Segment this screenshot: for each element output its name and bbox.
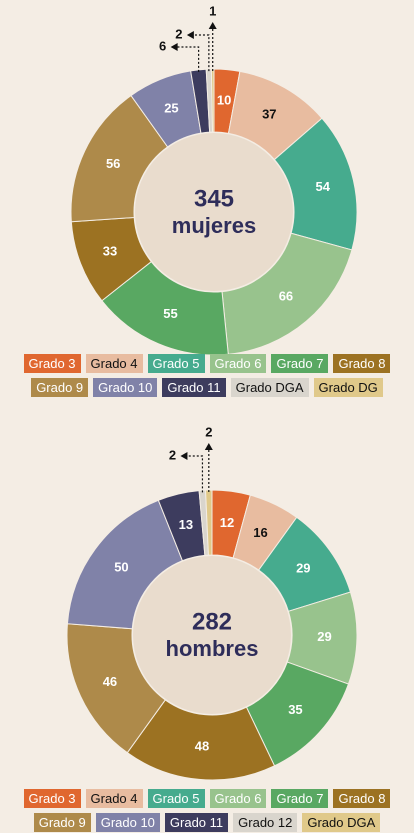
legend-item: Grado 3 bbox=[23, 354, 81, 373]
callout-line bbox=[186, 455, 204, 493]
donut-center bbox=[135, 133, 293, 291]
legend-item: Grado DGA bbox=[230, 378, 309, 397]
legend-item: Grado 6 bbox=[209, 354, 267, 373]
legend-item: Grado 7 bbox=[271, 354, 329, 373]
callout-label: 2 bbox=[175, 26, 182, 41]
data-label: 50 bbox=[114, 560, 128, 575]
callout-arrow bbox=[180, 452, 188, 460]
legend-item: Grado 8 bbox=[333, 354, 391, 373]
data-label: 55 bbox=[163, 306, 177, 321]
legend-item: Grado 9 bbox=[31, 378, 89, 397]
data-label: 25 bbox=[164, 100, 178, 115]
legend: Grado 3 Grado 4 Grado 5 Grado 6 Grado 7 Grado… bbox=[0, 789, 414, 832]
legend-row: Grado 9 Grado 10 Grado 11 Grado DGA Grado DG bbox=[31, 378, 383, 397]
center-label: mujeres bbox=[172, 213, 256, 238]
data-label: 56 bbox=[106, 156, 120, 171]
data-label: 37 bbox=[262, 107, 276, 122]
legend-item: Grado 11 bbox=[162, 378, 226, 397]
legend-item: Grado 12 bbox=[233, 813, 298, 832]
data-label: 54 bbox=[316, 179, 331, 194]
donut-segment bbox=[221, 232, 353, 355]
center-label: hombres bbox=[166, 636, 259, 661]
legend: Grado 3 Grado 4 Grado 5 Grado 6 Grado 7 Grado… bbox=[0, 354, 414, 397]
legend-item: Grado 10 bbox=[95, 813, 160, 832]
donut-center bbox=[133, 556, 291, 714]
legend-row: Grado 3 Grado 4 Grado 5 Grado 6 Grado 7 Grado… bbox=[23, 354, 391, 373]
legend-item: Grado 6 bbox=[209, 789, 267, 808]
data-label: 29 bbox=[296, 561, 310, 576]
legend-item: Grado 7 bbox=[271, 789, 329, 808]
callout-arrow bbox=[186, 31, 194, 39]
callout-arrow bbox=[170, 43, 178, 51]
center-value: 282 bbox=[192, 608, 232, 635]
legend-item: Grado 3 bbox=[23, 789, 81, 808]
legend-item: Grado 4 bbox=[85, 354, 143, 373]
data-label: 46 bbox=[103, 674, 117, 689]
legend-item: Grado DG bbox=[313, 378, 383, 397]
data-label: 12 bbox=[220, 515, 234, 530]
legend-row: Grado 3 Grado 4 Grado 5 Grado 6 Grado 7 Grado… bbox=[23, 789, 391, 808]
callout-label: 1 bbox=[209, 3, 216, 18]
legend-item: Grado 4 bbox=[85, 789, 143, 808]
legend-row: Grado 9 Grado 10 Grado 11 Grado 12 Grado DGA bbox=[33, 813, 381, 832]
data-label: 29 bbox=[317, 629, 331, 644]
legend-item: Grado 5 bbox=[147, 789, 205, 808]
data-label: 66 bbox=[279, 289, 293, 304]
legend-item: Grado 5 bbox=[147, 354, 205, 373]
callout-arrow bbox=[204, 443, 213, 450]
donut-segment bbox=[66, 499, 184, 630]
callout-label: 2 bbox=[169, 447, 176, 462]
callout-arrow bbox=[208, 22, 217, 29]
data-label: 10 bbox=[217, 92, 231, 107]
data-label: 16 bbox=[253, 525, 267, 540]
callout-line bbox=[176, 46, 200, 72]
data-label: 48 bbox=[195, 738, 209, 753]
data-label: 35 bbox=[288, 702, 302, 717]
center-value: 345 bbox=[194, 185, 234, 212]
callout-label: 6 bbox=[159, 38, 166, 53]
callout-line bbox=[192, 34, 210, 72]
data-label: 13 bbox=[179, 517, 193, 532]
legend-item: Grado DGA bbox=[302, 813, 381, 832]
callout-label: 2 bbox=[205, 424, 212, 439]
legend-item: Grado 8 bbox=[333, 789, 391, 808]
legend-item: Grado 11 bbox=[164, 813, 229, 832]
legend-item: Grado 9 bbox=[33, 813, 91, 832]
legend-item: Grado 10 bbox=[93, 378, 158, 397]
data-label: 33 bbox=[103, 244, 117, 259]
donut-segment bbox=[205, 489, 213, 556]
